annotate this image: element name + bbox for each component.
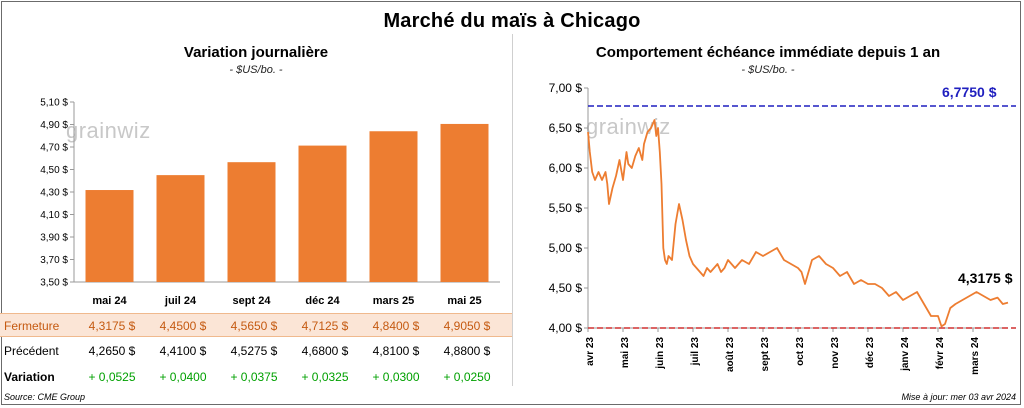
- variation-cell: + 0,0300: [372, 370, 420, 384]
- line-y-tick-label: 7,00 $: [549, 81, 583, 95]
- variation-cell: + 0,0325: [301, 370, 349, 384]
- bar-y-tick-label: 5,10 $: [40, 98, 68, 109]
- left-panel: Variation journalière - $US/bo. - grainw…: [0, 44, 512, 389]
- line-y-tick-label: 5,00 $: [549, 241, 583, 255]
- line-y-tick-label: 5,50 $: [549, 201, 583, 215]
- variation-cell: + 0,0525: [88, 370, 136, 384]
- line-x-tick-label: août 23: [725, 337, 736, 372]
- line-y-tick-label: 4,00 $: [549, 321, 583, 335]
- bar-y-tick-label: 4,10 $: [40, 210, 68, 221]
- precedent-cell: 4,5275 $: [230, 344, 278, 358]
- price-series-line: [587, 119, 1009, 328]
- fermeture-cell: 4,3175 $: [88, 319, 136, 333]
- right-panel: Comportement échéance immédiate depuis 1…: [512, 0, 1024, 408]
- line-x-tick-label: mars 24: [970, 337, 981, 375]
- line-x-tick-label: avr 23: [585, 337, 596, 366]
- precedent-cell: 4,8100 $: [372, 344, 420, 358]
- high-price-label: 6,7750 $: [942, 84, 997, 100]
- bar-y-tick-label: 4,30 $: [40, 188, 68, 199]
- fermeture-cell: 4,9050 $: [443, 319, 491, 333]
- bar: [440, 123, 489, 282]
- main-title: Marché du maïs à Chicago: [383, 10, 641, 32]
- bar-y-tick-label: 3,70 $: [40, 255, 68, 266]
- fermeture-cell: 4,4500 $: [159, 319, 207, 333]
- bar-category-label: juil 24: [164, 295, 197, 307]
- bar-y-tick-label: 3,50 $: [40, 278, 68, 289]
- left-title: Variation journalière: [183, 44, 329, 61]
- line-chart: 4,00 $ 4,50 $ 5,00 $ 5,50 $ 6,00 $ 6,50 $ 7,00…: [549, 81, 1016, 375]
- line-x-tick-label: févr 24: [935, 337, 946, 370]
- bar-category-label: mai 25: [447, 295, 481, 307]
- bar: [298, 145, 347, 282]
- row-fermeture-label: Fermeture: [4, 319, 60, 333]
- line-x-tick-label: juin 23: [655, 337, 666, 370]
- variation-cell: + 0,0250: [443, 370, 491, 384]
- variation-cell: + 0,0375: [230, 370, 278, 384]
- precedent-cell: 4,4100 $: [159, 344, 207, 358]
- fermeture-cell: 4,8400 $: [372, 319, 420, 333]
- last-price-label: 4,3175 $: [958, 270, 1013, 286]
- line-x-tick-label: nov 23: [830, 337, 841, 369]
- update-note: Mise à jour: mer 03 avr 2024: [901, 392, 1016, 402]
- line-x-tick-label: juil 23: [690, 337, 701, 367]
- line-x-tick-label: janv 24: [900, 337, 911, 372]
- bar: [369, 131, 418, 282]
- fermeture-cell: 4,5650 $: [230, 319, 278, 333]
- line-y-tick-label: 6,00 $: [549, 161, 583, 175]
- left-unit: - $US/bo. -: [229, 64, 283, 76]
- row-precedent: Précédent 4,2650 $ 4,4100 $ 4,5275 $ 4,6…: [0, 339, 512, 363]
- bar-category-label: mai 24: [92, 295, 127, 307]
- row-precedent-label: Précédent: [4, 344, 59, 358]
- bar-y-tick-label: 4,90 $: [40, 120, 68, 131]
- line-y-tick-label: 4,50 $: [549, 281, 583, 295]
- bar-category-label: déc 24: [305, 295, 340, 307]
- variation-cell: + 0,0400: [159, 370, 207, 384]
- right-title: Comportement échéance immédiate depuis 1…: [595, 44, 941, 61]
- fermeture-cell: 4,7125 $: [301, 319, 349, 333]
- line-x-tick-label: sept 23: [760, 337, 771, 372]
- line-x-tick-label: oct 23: [795, 337, 806, 366]
- row-variation-label: Variation: [4, 370, 55, 384]
- bar-category-label: sept 24: [233, 295, 272, 307]
- line-x-tick-label: mai 23: [620, 337, 631, 369]
- source-note: Source: CME Group: [4, 392, 86, 402]
- bar: [156, 175, 205, 282]
- line-y-tick-label: 6,50 $: [549, 121, 583, 135]
- bar: [85, 190, 134, 282]
- panel-divider: [512, 34, 513, 386]
- precedent-cell: 4,6800 $: [301, 344, 349, 358]
- row-fermeture: Fermeture 4,3175 $ 4,4500 $ 4,5650 $ 4,7…: [0, 313, 512, 337]
- row-variation: Variation + 0,0525 + 0,0400 + 0,0375 + 0…: [0, 365, 512, 389]
- line-x-tick-label: déc 23: [865, 337, 876, 369]
- bar-y-tick-label: 4,70 $: [40, 143, 68, 154]
- bar-y-tick-label: 3,90 $: [40, 233, 68, 244]
- right-unit: - $US/bo. -: [741, 64, 795, 76]
- bar: [227, 162, 276, 282]
- bar-category-label: mars 25: [373, 295, 415, 307]
- bar-y-tick-label: 4,50 $: [40, 165, 68, 176]
- left-watermark: grainwiz: [66, 118, 151, 143]
- precedent-cell: 4,2650 $: [88, 344, 136, 358]
- bar-chart: 3,50 $ 3,70 $ 3,90 $ 4,10 $ 4,30 $ 4,50 $ 4,70…: [40, 98, 500, 307]
- precedent-cell: 4,8800 $: [443, 344, 491, 358]
